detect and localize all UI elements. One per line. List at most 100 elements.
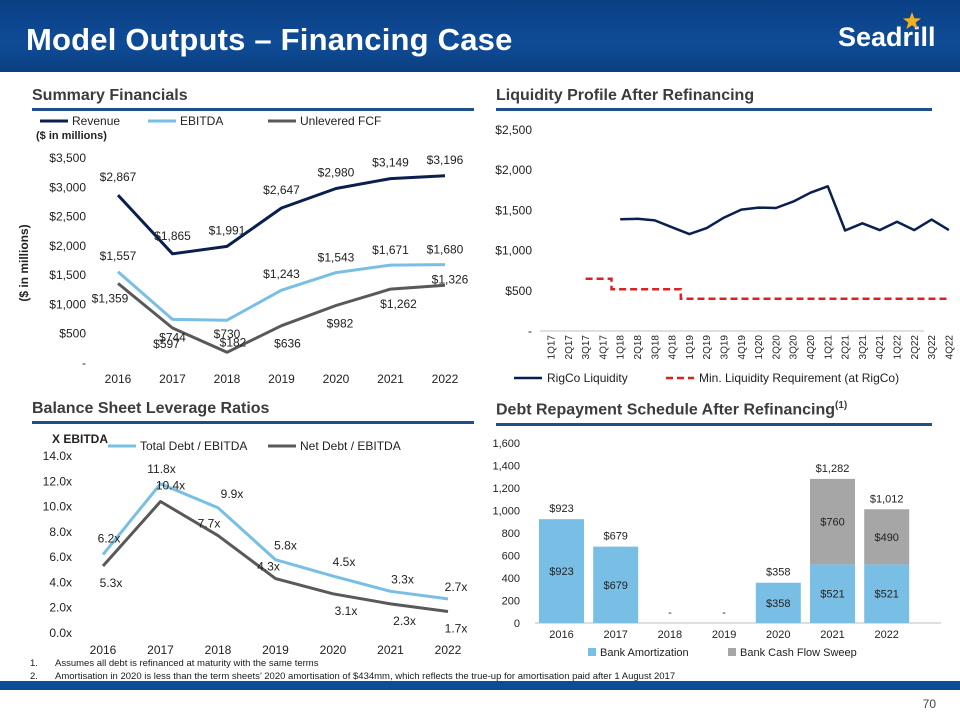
y-tick-label: 1,200 xyxy=(492,483,520,495)
data-label: $1,557 xyxy=(100,249,137,263)
legend-label: Total Debt / EBITDA xyxy=(140,439,247,453)
x-tick-label: 2017 xyxy=(159,372,186,386)
data-label: $1,359 xyxy=(92,291,129,305)
y-tick-label: $500 xyxy=(505,284,532,298)
y-tick-label: 800 xyxy=(502,528,520,540)
bar-bank-amortization xyxy=(755,582,801,623)
footnote-1: 1. Assumes all debt is refinanced at matu… xyxy=(30,658,319,669)
x-tick-label: 3Q17 xyxy=(581,335,592,360)
data-label: $636 xyxy=(274,337,301,351)
x-tick-label: 3Q20 xyxy=(789,335,800,360)
y-tick-label: $2,000 xyxy=(495,163,532,177)
x-tick-label: 1Q21 xyxy=(823,335,834,360)
data-label: $2,647 xyxy=(263,183,300,197)
data-label: $1,991 xyxy=(209,223,246,237)
x-tick-label: 3Q21 xyxy=(858,335,869,360)
data-label: $597 xyxy=(153,337,180,351)
data-label: $1,865 xyxy=(154,229,191,243)
summary-financials-chart: Revenue EBITDA Unlevered FCF ($ in millions… xyxy=(17,114,469,386)
data-label: 3.3x xyxy=(391,572,414,586)
y-tick-label: - xyxy=(528,324,532,338)
x-tick-label: 4Q19 xyxy=(737,335,748,360)
section-rule-leverage xyxy=(32,421,474,424)
data-label: $1,680 xyxy=(427,243,464,257)
bar-value-label: $760 xyxy=(820,517,844,529)
title-banner: Model Outputs – Financing Case Seadrill xyxy=(0,0,960,72)
legend-label: Bank Cash Flow Sweep xyxy=(740,647,857,658)
bar-bank-cash-flow-sweep xyxy=(810,478,855,565)
x-tick-label: 2018 xyxy=(205,643,232,656)
data-label: $1,262 xyxy=(380,297,417,311)
y-tick-label: $3,500 xyxy=(49,151,86,165)
x-tick-label: 3Q22 xyxy=(927,335,938,360)
data-label: 6.2x xyxy=(98,532,121,546)
series-line xyxy=(101,500,449,613)
data-label: 2.3x xyxy=(393,614,416,628)
x-tick-label: 4Q20 xyxy=(806,335,817,360)
debt-repayment-chart: 0 200 400 600 800 1,000 1,200 1,400 1,600 2016 201… xyxy=(492,438,941,658)
legend-label: Revenue xyxy=(72,114,120,128)
x-tick-label: 4Q22 xyxy=(944,335,955,360)
x-tick-label: 2016 xyxy=(549,629,573,641)
x-tick-label: 2020 xyxy=(323,372,350,386)
y-tick-label: 200 xyxy=(502,596,520,608)
units-note: X EBITDA xyxy=(52,432,108,446)
section-rule-repayment xyxy=(496,423,932,426)
section-rule-summary xyxy=(32,108,474,111)
bar-total-label: $1,282 xyxy=(816,463,850,475)
section-title-liquidity: Liquidity Profile After Refinancing xyxy=(496,87,755,104)
y-tick-label: $1,000 xyxy=(49,297,86,311)
bar-value-label: $923 xyxy=(549,566,573,578)
x-tick-label: 4Q17 xyxy=(598,335,609,360)
y-tick-label: 0 xyxy=(514,618,520,630)
y-tick-label: 12.0x xyxy=(43,474,72,488)
bar-bank-amortization xyxy=(810,564,855,623)
data-label: $182 xyxy=(220,335,247,349)
x-tick-label: 2Q22 xyxy=(910,335,921,360)
x-tick-label: 1Q19 xyxy=(685,335,696,360)
bar-value-label: $358 xyxy=(766,598,790,610)
y-tick-label: $3,000 xyxy=(49,180,86,194)
x-tick-label: 2019 xyxy=(268,372,295,386)
page-title: Model Outputs – Financing Case xyxy=(26,22,513,57)
data-label: $3,196 xyxy=(427,153,464,167)
company-logo: Seadrill xyxy=(838,22,936,52)
y-tick-label: 8.0x xyxy=(49,525,72,539)
units-note: ($ in millions) xyxy=(36,130,107,142)
series-line-rigco-liquidity xyxy=(620,185,950,236)
section-title-repayment: Debt Repayment Schedule After Refinancin… xyxy=(496,400,847,419)
x-tick-label: 3Q19 xyxy=(720,335,731,360)
y-tick-label: $2,500 xyxy=(495,123,532,137)
bar-value-label: $490 xyxy=(874,532,898,544)
bar-total-label: $358 xyxy=(766,567,790,579)
x-tick-label: 2020 xyxy=(766,629,790,641)
data-label: 3.1x xyxy=(335,604,358,618)
x-tick-label: 2022 xyxy=(432,372,459,386)
x-tick-label: 2019 xyxy=(262,643,289,656)
legend-label: RigCo Liquidity xyxy=(547,371,628,385)
data-label: $730 xyxy=(214,327,241,341)
bar-total-label: $923 xyxy=(549,503,573,515)
bar-total-label: $679 xyxy=(603,531,627,543)
bar-bank-cash-flow-sweep xyxy=(864,509,910,565)
liquidity-profile-chart: - $500 $1,000 $1,500 $2,000 $2,500 1Q17 2Q17 3Q1… xyxy=(495,123,955,385)
series-line-unlevered-fcf xyxy=(117,282,446,354)
x-tick-label: 2022 xyxy=(435,643,462,656)
x-tick-label: 2Q18 xyxy=(633,335,644,360)
bar-value-label: $521 xyxy=(820,589,844,601)
y-tick-label: 400 xyxy=(502,573,520,585)
data-label: 7.7x xyxy=(198,517,221,531)
x-tick-label: 2021 xyxy=(377,643,404,656)
bar-value-label: $521 xyxy=(874,589,898,601)
y-tick-label: $1,500 xyxy=(495,203,532,217)
x-tick-label: 1Q20 xyxy=(754,335,765,360)
leverage-ratios-chart: X EBITDA Total Debt / EBITDA Net Debt / EB… xyxy=(43,432,468,656)
y-tick-label: - xyxy=(82,356,86,370)
bar-total-label: - xyxy=(722,607,726,619)
y-tick-label: 2.0x xyxy=(49,601,72,615)
legend-swatch-bank-cash-flow-sweep xyxy=(728,648,736,656)
bar-bank-amortization xyxy=(864,564,910,623)
data-label: $3,149 xyxy=(372,156,409,170)
footnote-ref: (1) xyxy=(835,400,848,411)
series-line-min-liquidity xyxy=(585,277,949,301)
